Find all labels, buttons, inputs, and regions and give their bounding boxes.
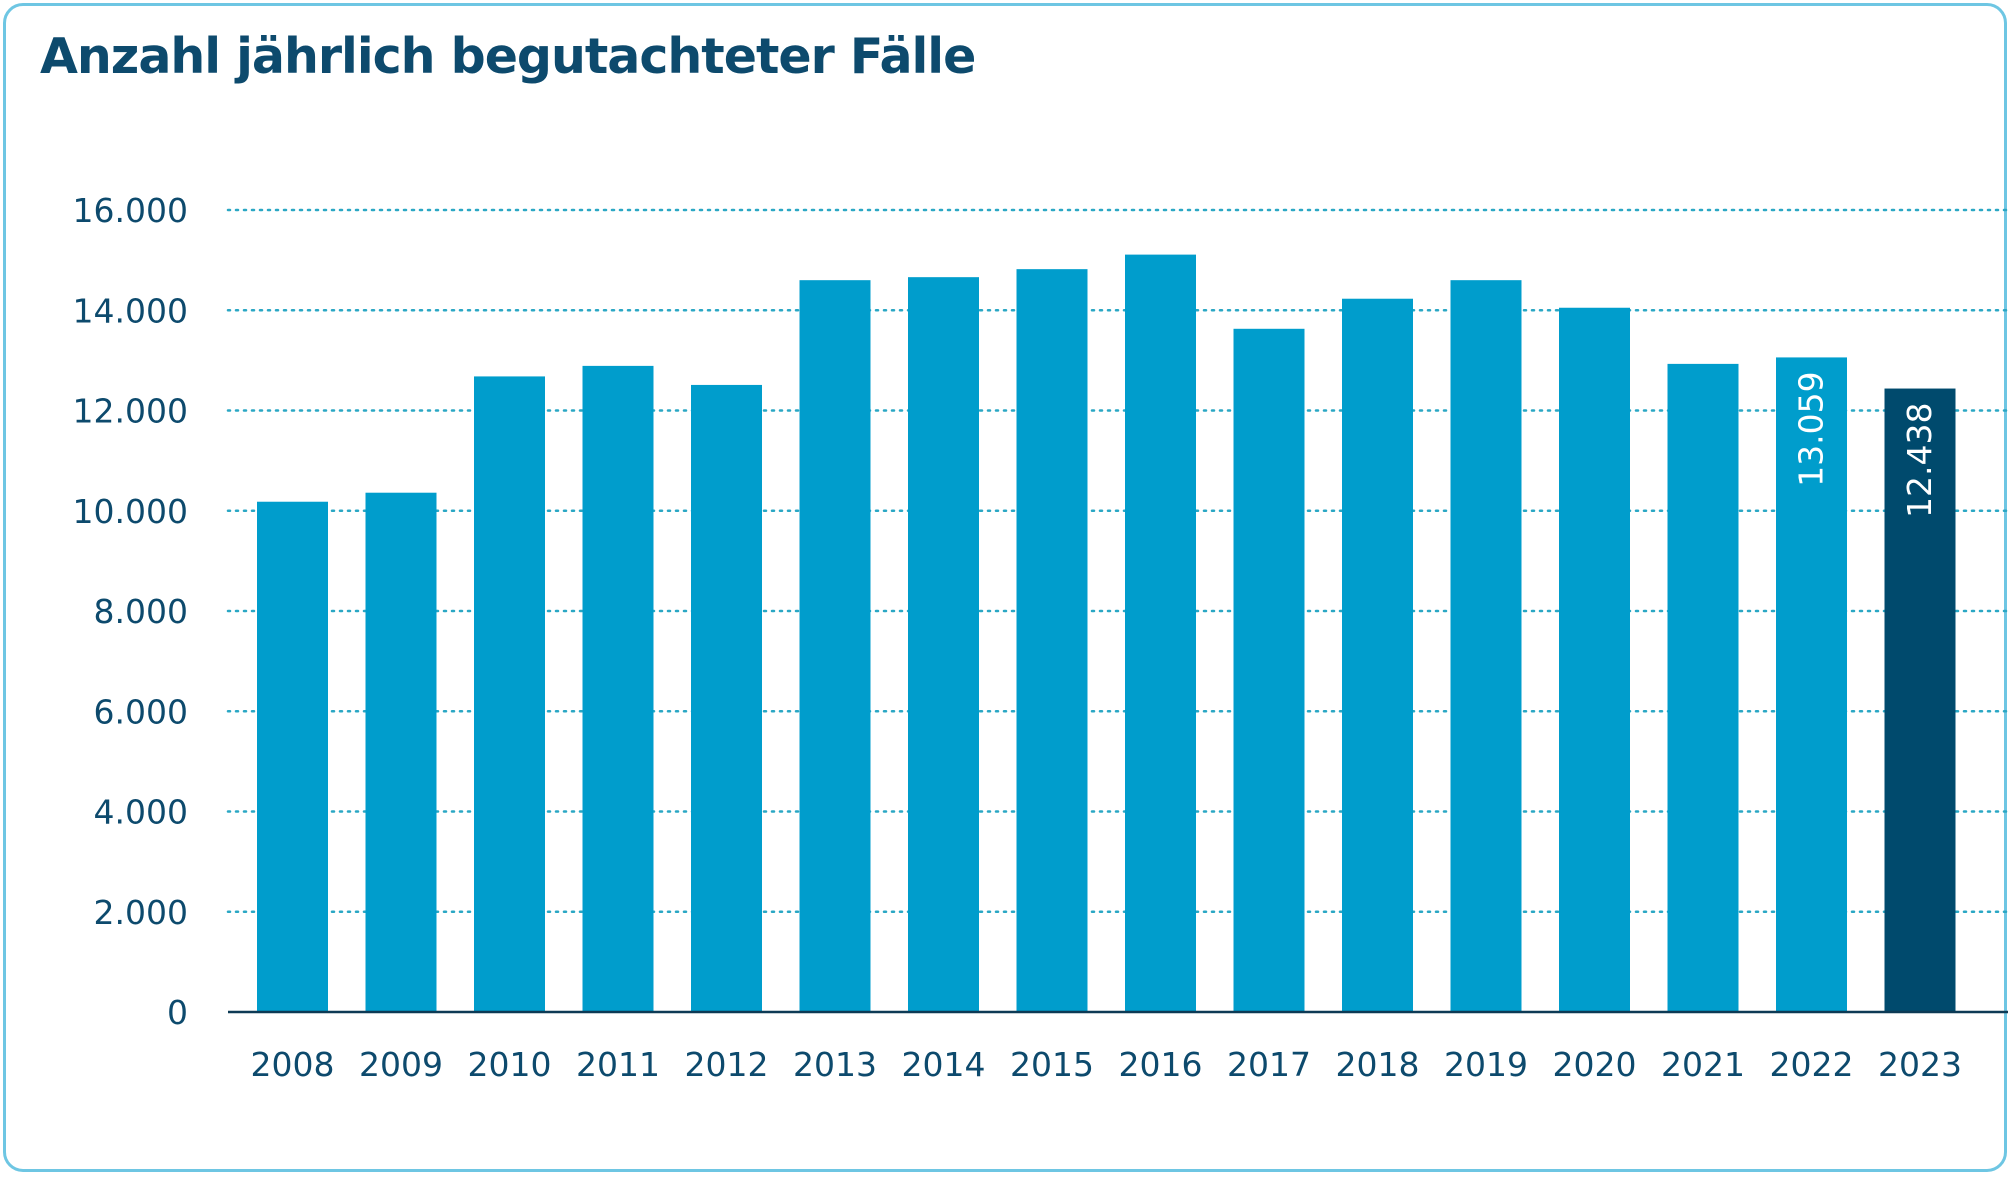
- bar-2014: [908, 277, 979, 1013]
- data-label-2023: 12.438: [1900, 403, 1939, 518]
- bar-2018: [1342, 298, 1413, 1012]
- x-tick-label: 2021: [1661, 1045, 1745, 1084]
- x-tick-label: 2019: [1444, 1045, 1528, 1084]
- y-axis-ticks: 0 2.000 4.000 6.000 8.000 10.000 12.000 14.000 1…: [73, 191, 188, 1032]
- y-tick-label: 12.000: [73, 392, 188, 431]
- x-tick-label: 2012: [685, 1045, 769, 1084]
- x-tick-label: 2022: [1770, 1045, 1854, 1084]
- x-tick-label: 2018: [1336, 1045, 1420, 1084]
- x-tick-label: 2014: [902, 1045, 986, 1084]
- x-tick-label: 2013: [793, 1045, 877, 1084]
- y-tick-label: 10.000: [73, 492, 188, 531]
- y-tick-label: 6.000: [94, 692, 188, 731]
- y-tick-label: 4.000: [94, 793, 188, 832]
- bar-2020: [1559, 307, 1630, 1012]
- x-axis-ticks: 2008 2009 2010 2011 2012 2013 2014 2015 2016 2017…: [251, 1045, 1962, 1084]
- bar-2019: [1450, 280, 1522, 1012]
- chart-title: Anzahl jährlich begutachteter Fälle: [40, 28, 976, 85]
- y-tick-label: 2.000: [94, 893, 188, 932]
- bar-2010: [474, 376, 545, 1012]
- bars: [257, 254, 1956, 1013]
- bar-2012: [691, 384, 762, 1012]
- x-tick-label: 2023: [1878, 1045, 1962, 1084]
- bar-2008: [257, 501, 328, 1012]
- x-tick-label: 2011: [576, 1045, 660, 1084]
- x-tick-label: 2016: [1119, 1045, 1203, 1084]
- x-tick-label: 2008: [251, 1045, 335, 1084]
- x-tick-label: 2015: [1010, 1045, 1094, 1084]
- bar-2009: [365, 492, 437, 1013]
- bar-2022: [1776, 357, 1847, 1013]
- data-labels: 13.059 12.438: [1792, 371, 1940, 518]
- bar-2023: [1884, 388, 1956, 1012]
- bar-2015: [1016, 269, 1088, 1013]
- bar-2017: [1233, 328, 1305, 1012]
- y-tick-label: 0: [167, 993, 188, 1032]
- x-tick-label: 2010: [468, 1045, 552, 1084]
- bar-2013: [799, 280, 871, 1012]
- x-tick-label: 2017: [1227, 1045, 1311, 1084]
- y-tick-label: 16.000: [73, 191, 188, 230]
- bar-2021: [1667, 363, 1739, 1012]
- bar-2011: [582, 365, 654, 1012]
- x-tick-label: 2020: [1553, 1045, 1637, 1084]
- data-label-2022: 13.059: [1792, 371, 1831, 486]
- bar-2016: [1125, 254, 1196, 1012]
- x-tick-label: 2009: [359, 1045, 443, 1084]
- y-tick-label: 14.000: [73, 291, 188, 330]
- y-tick-label: 8.000: [94, 592, 188, 631]
